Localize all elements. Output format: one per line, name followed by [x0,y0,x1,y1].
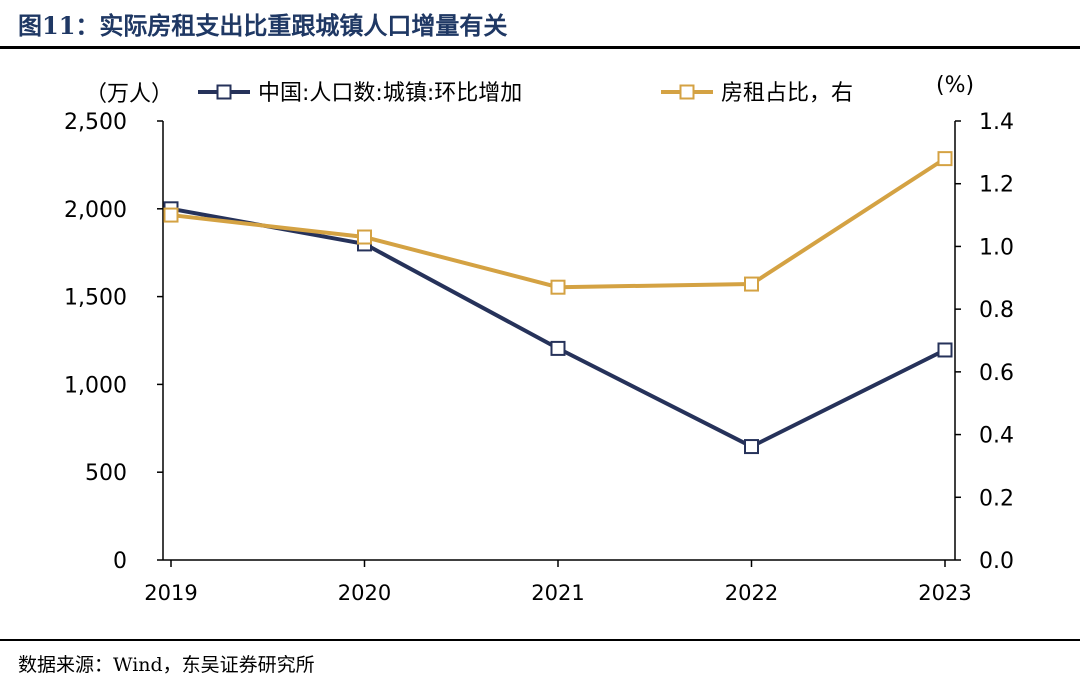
source-note: 数据来源：Wind，东吴证券研究所 [18,654,315,676]
data-point-marker [744,439,759,455]
left-axis-tick-label: 500 [85,461,127,486]
right-axis-tick-label: 1.2 [979,173,1014,198]
legend-label: 房租占比，右 [721,81,853,106]
series-line-1 [170,206,946,449]
figure-title: 图11：实际房租支出比重跟城镇人口增量有关 [18,11,508,40]
x-axis-tick-label: 2020 [338,581,391,605]
series-line-2 [170,156,947,290]
right-axis-tick-label: 1.0 [979,235,1014,260]
left-axis-tick-label: 0 [113,549,127,574]
right-axis-tick-label: 1.4 [979,110,1014,135]
top-rule [0,46,1080,49]
x-axis-tick-label: 2019 [144,581,197,605]
legend-marker [216,84,232,100]
data-point-marker [550,340,566,356]
data-point-marker [744,276,759,292]
right-axis-unit-label: (%) [936,73,974,98]
bottom-rule [0,639,1080,641]
left-axis-unit-label: （万人） [85,82,173,107]
data-point-marker [550,279,566,295]
data-point-marker [163,207,179,223]
left-axis-tick-label: 1,000 [64,373,127,398]
right-axis-tick-label: 0.6 [979,361,1014,386]
right-axis-tick-label: 0.0 [979,549,1014,574]
data-point-marker [937,342,953,358]
x-axis-tick-label: 2023 [918,581,971,605]
right-axis-tick-label: 0.8 [979,298,1014,323]
right-axis-tick-label: 0.2 [979,486,1014,511]
data-point-marker [937,151,953,167]
left-axis-tick-label: 2,500 [64,110,127,135]
legend-label: 中国:人口数:城镇:环比增加 [258,81,522,106]
legend-marker [679,84,695,100]
x-axis-tick-label: 2021 [531,581,584,605]
data-point-marker [357,229,372,245]
left-axis-tick-label: 1,500 [64,286,127,311]
left-axis-tick-label: 2,000 [64,198,127,223]
right-axis-tick-label: 0.4 [979,424,1014,449]
x-axis-tick-label: 2022 [725,581,778,605]
